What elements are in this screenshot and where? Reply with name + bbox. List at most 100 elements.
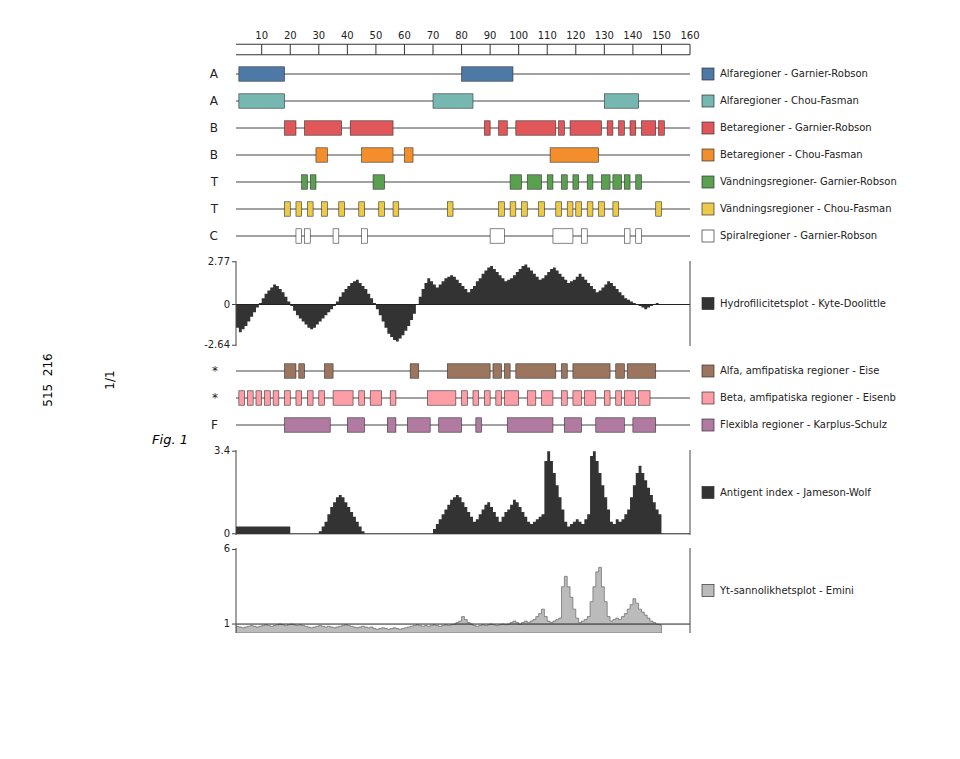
area-plot: 3.40Antigent index - Jameson-Wolf (214, 445, 871, 539)
legend-swatch (702, 203, 714, 215)
region (527, 391, 536, 405)
area-plot: 6 1 Yt-sannolikhetsplot - Emini (224, 543, 854, 633)
region (339, 202, 345, 216)
region (299, 364, 305, 378)
row-label: T (210, 202, 219, 216)
region (462, 67, 513, 81)
region (573, 364, 610, 378)
row-label: * (212, 364, 218, 378)
region (407, 418, 430, 432)
x-tick-label: 130 (595, 30, 614, 41)
axis-line (690, 450, 691, 535)
region (504, 364, 510, 378)
y-tick (232, 345, 236, 346)
x-tick (690, 44, 691, 55)
area (236, 451, 661, 534)
marks (236, 175, 690, 189)
region (581, 229, 587, 243)
y-tick-label: 3.4 (214, 445, 230, 456)
region (510, 202, 516, 216)
region (285, 418, 331, 432)
region (427, 391, 456, 405)
region (562, 175, 568, 189)
region (599, 202, 605, 216)
y-tick-label: 6 (224, 543, 230, 554)
region (285, 391, 291, 405)
legend-label: Yt-sannolikhetsplot - Emini (719, 585, 854, 596)
y-tick-label: 1 (224, 618, 230, 629)
row-label: A (210, 67, 219, 81)
region (285, 121, 296, 135)
annotation: 1/1 (103, 370, 117, 389)
region (604, 391, 610, 405)
marks (236, 121, 690, 135)
region (562, 391, 568, 405)
region (473, 391, 479, 405)
region (499, 121, 508, 135)
x-tick (347, 44, 348, 55)
axis-line (690, 261, 691, 346)
x-tick-label: 140 (623, 30, 642, 41)
annotation: 515 216 (41, 353, 55, 406)
row-label: B (210, 148, 218, 162)
x-tick-label: 40 (341, 30, 354, 41)
region-track: BBetaregioner - Garnier-Robson (210, 121, 872, 136)
legend-label: Spiralregioner - Garnier-Robson (720, 230, 877, 241)
region (539, 202, 545, 216)
region (447, 202, 453, 216)
region (439, 418, 462, 432)
region (624, 229, 630, 243)
region (550, 148, 599, 162)
region (619, 121, 625, 135)
region (516, 364, 556, 378)
reference-line (236, 533, 690, 534)
legend-label: Alfaregioner - Chou-Fasman (720, 95, 859, 106)
region (604, 94, 638, 108)
region (410, 364, 419, 378)
row-label: * (212, 391, 218, 405)
region (305, 121, 342, 135)
legend-swatch (702, 176, 714, 188)
region (305, 229, 311, 243)
x-tick (661, 44, 662, 55)
x-tick (404, 44, 405, 55)
region (542, 391, 553, 405)
region (359, 202, 365, 216)
x-tick-label: 80 (455, 30, 468, 41)
region (641, 121, 655, 135)
region (639, 391, 650, 405)
marks (236, 418, 690, 432)
region (433, 94, 473, 108)
region (387, 418, 396, 432)
region (322, 202, 328, 216)
marks (236, 364, 690, 378)
x-tick (318, 44, 319, 55)
legend-swatch (702, 298, 714, 310)
axis-line (236, 450, 237, 535)
track-line (236, 209, 690, 210)
region (307, 202, 313, 216)
legend-label: Flexibla regioner - Karplus-Schulz (720, 419, 887, 430)
region-track: *Beta, amfipatiska regioner - Eisenb (212, 391, 896, 406)
track-line (236, 236, 690, 237)
legend-swatch (702, 392, 714, 404)
y-tick (232, 533, 236, 534)
x-tick-label: 150 (652, 30, 671, 41)
x-tick-label: 20 (284, 30, 297, 41)
y-tick (232, 549, 236, 550)
region (567, 202, 573, 216)
x-tick-label: 10 (255, 30, 268, 41)
region (510, 175, 521, 189)
region (587, 175, 593, 189)
marks (236, 391, 690, 405)
x-tick-label: 60 (398, 30, 411, 41)
region (362, 229, 368, 243)
marks (236, 94, 690, 108)
region (379, 202, 385, 216)
marks (236, 451, 690, 534)
x-tick-label: 90 (484, 30, 497, 41)
marks (236, 202, 690, 216)
row-label: F (211, 418, 218, 432)
region (633, 418, 656, 432)
x-tick (490, 44, 491, 55)
